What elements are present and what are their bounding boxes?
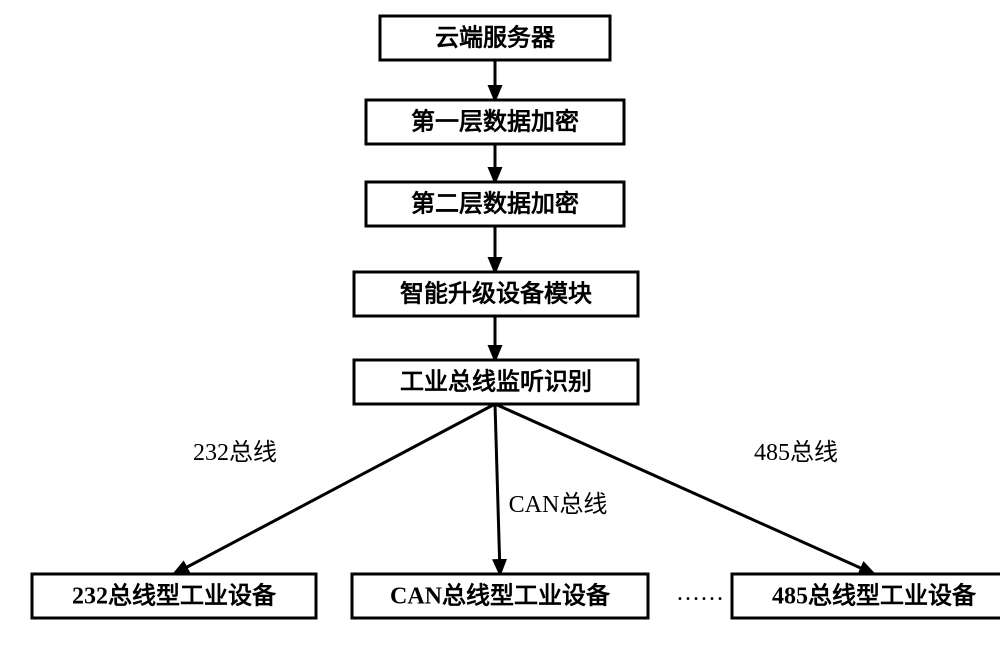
flow-node-n4: 智能升级设备模块 [354,272,638,316]
flow-edge [495,404,500,574]
flow-node-label: 485总线型工业设备 [772,582,977,610]
flow-edge-label: 232总线 [193,439,277,466]
flow-node-label: 第二层数据加密 [411,190,579,218]
flow-node-label: 232总线型工业设备 [72,582,277,610]
flowchart-canvas: 云端服务器第一层数据加密第二层数据加密智能升级设备模块工业总线监听识别 232总线… [0,0,1000,651]
flow-edge [174,404,495,574]
flow-node-label: 工业总线监听识别 [400,368,592,396]
ellipsis-text: …… [676,580,724,606]
flow-edge [495,404,874,574]
flow-node-n2: 第一层数据加密 [366,100,624,144]
flow-node-label: CAN总线型工业设备 [390,582,611,610]
flow-node-label: 智能升级设备模块 [400,280,592,308]
flow-node-label: 云端服务器 [435,24,556,52]
flow-edge-label: CAN总线 [509,491,608,518]
flow-node-n3: 第二层数据加密 [366,182,624,226]
flow-node-n5: 工业总线监听识别 [354,360,638,404]
nodes-layer: 云端服务器第一层数据加密第二层数据加密智能升级设备模块工业总线监听识别 232总线… [32,16,1000,618]
flow-node-label: 第一层数据加密 [411,108,579,136]
flow-edge-label: 485总线 [754,439,838,466]
flow-node-n7: CAN总线型工业设备 [352,574,648,618]
flow-node-n1: 云端服务器 [380,16,610,60]
flow-node-n6: 232总线型工业设备 [32,574,316,618]
flow-node-n8: 485总线型工业设备 [732,574,1000,618]
